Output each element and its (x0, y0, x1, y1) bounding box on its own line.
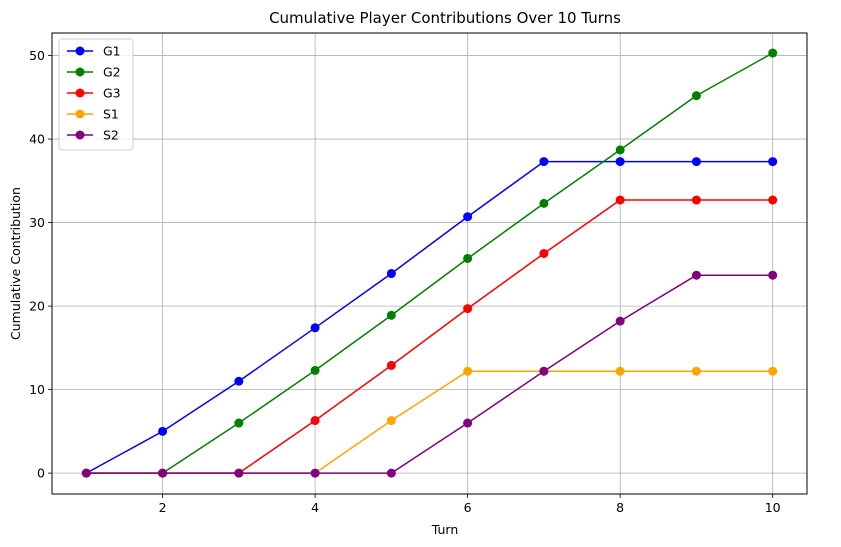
x-tick-label: 2 (159, 500, 167, 515)
series-s2-point (615, 316, 625, 326)
series-g3-point (768, 195, 778, 205)
legend-item-g3: G3 (67, 86, 121, 101)
legend-swatch-marker (75, 46, 85, 56)
legend-item-s2: S2 (67, 128, 119, 143)
grid-lines (52, 33, 807, 494)
series-s2-point (310, 468, 320, 478)
series-g2-point (539, 198, 549, 208)
series-s1-point (386, 416, 396, 426)
series-g2-point (463, 253, 473, 263)
series-lines (81, 48, 778, 478)
legend-label: S1 (103, 107, 119, 122)
y-tick-label: 0 (37, 466, 45, 481)
series-s2 (81, 270, 778, 478)
y-axis-title: Cumulative Contribution (8, 187, 23, 340)
legend-item-s1: S1 (67, 107, 119, 122)
legend-swatch-marker (75, 109, 85, 119)
legend-label: G3 (103, 86, 121, 101)
legend-item-g1: G1 (67, 44, 121, 59)
series-s2-point (768, 270, 778, 280)
series-g1-point (768, 157, 778, 167)
series-s2-line (86, 274, 773, 474)
legend: G1 G2 G3 S1 S2 (58, 38, 134, 151)
series-g1-point (691, 157, 701, 167)
series-g1-line (85, 160, 773, 474)
series-s2-point (386, 468, 396, 478)
series-g3-point (691, 195, 701, 205)
series-s2-point (539, 366, 549, 376)
series-g2-point (615, 145, 625, 155)
chart-title: Cumulative Player Contributions Over 10 … (269, 9, 621, 27)
legend-label: G2 (103, 65, 121, 80)
series-g2-point (691, 91, 701, 101)
series-g1-point (386, 269, 396, 279)
series-g1 (81, 157, 778, 478)
legend-label: G1 (103, 44, 121, 59)
legend-box (58, 38, 134, 151)
series-g1-point (615, 157, 625, 167)
y-tick-label: 40 (29, 132, 45, 147)
y-tick-label: 30 (29, 215, 45, 230)
series-g3-point (539, 248, 549, 258)
series-g1-point (158, 426, 168, 436)
series-g3-point (310, 416, 320, 426)
y-tick-label: 50 (29, 48, 45, 63)
series-s2-point (81, 468, 91, 478)
series-g3-point (463, 304, 473, 314)
series-g2-point (768, 48, 778, 58)
series-s1-point (691, 366, 701, 376)
legend-swatch-marker (75, 88, 85, 98)
legend-swatch-marker (75, 67, 85, 77)
legend-swatch-marker (75, 130, 85, 140)
series-s1-point (615, 366, 625, 376)
y-tick-label: 10 (29, 382, 45, 397)
series-g3-point (386, 360, 396, 370)
x-tick-label: 6 (464, 500, 472, 515)
x-tick-label: 4 (311, 500, 319, 515)
series-g2-point (386, 310, 396, 320)
axis-ticks: 2 4 6 8 10 0 10 20 30 40 50 (29, 48, 781, 515)
series-g1-point (310, 323, 320, 333)
x-axis-title: Turn (431, 522, 459, 537)
series-s2-point (234, 468, 244, 478)
series-g3-point (615, 195, 625, 205)
series-g1-point (539, 157, 549, 167)
legend-label: S2 (103, 128, 119, 143)
series-s2-point (691, 270, 701, 280)
series-s1-point (768, 366, 778, 376)
series-s2-point (463, 418, 473, 428)
x-tick-label: 8 (616, 500, 624, 515)
y-tick-label: 20 (29, 299, 45, 314)
series-s2-point (158, 468, 168, 478)
series-s1-point (463, 366, 473, 376)
series-g1-point (463, 212, 473, 222)
series-g2-line (86, 52, 774, 474)
series-g2-point (234, 418, 244, 428)
x-tick-label: 10 (765, 500, 781, 515)
legend-item-g2: G2 (67, 65, 121, 80)
series-g1-point (234, 376, 244, 386)
plot-frame (51, 32, 808, 495)
series-g2-point (310, 365, 320, 375)
